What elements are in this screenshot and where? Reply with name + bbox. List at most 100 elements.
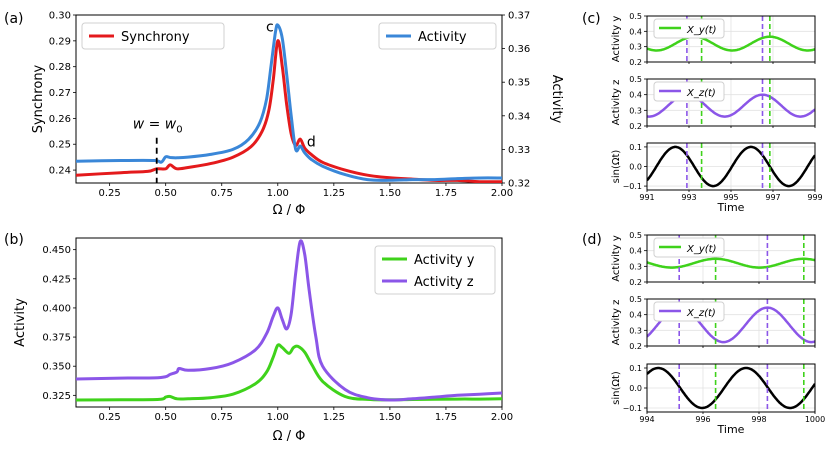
panel-label-b: (b)	[4, 232, 24, 248]
signal-curve-0	[647, 35, 815, 52]
y-tick-label: 0.29	[49, 36, 71, 47]
subplot-y-label: Activity z	[611, 80, 622, 126]
series-synchrony-line	[76, 39, 502, 183]
x-tick-label: 997	[765, 193, 780, 202]
y2-tick-label: 0.37	[508, 11, 530, 22]
x-tick-label: 0.75	[211, 188, 233, 199]
y-tick-label: 0.325	[42, 391, 71, 402]
legend-label-activity: Activity	[418, 30, 467, 45]
series-activity-z-line	[76, 239, 502, 402]
y-tick-label: 0.2	[629, 122, 642, 131]
x-tick-label: 998	[751, 415, 766, 424]
y2-axis-label: Activity	[549, 75, 564, 124]
y-tick-label: 0.30	[49, 11, 71, 22]
y-tick-label: 0.4	[629, 27, 642, 36]
legend-label: X_y(t)	[686, 244, 717, 255]
y-tick-label: 0.450	[42, 245, 71, 256]
annotation-w-subscript: 0	[176, 125, 182, 136]
series-activity-line	[76, 23, 502, 182]
y-tick-label: 0.5	[629, 231, 642, 240]
x-axis-label: Ω / Φ	[273, 203, 306, 218]
annotation-w-text: w = w	[133, 117, 177, 133]
y-tick-label: 0.350	[42, 362, 71, 373]
y-tick-label: 0.375	[42, 333, 71, 344]
subplot-frame	[646, 298, 816, 347]
panel-label-d: (d)	[582, 232, 602, 248]
y-tick-label: 0.28	[49, 62, 71, 73]
y2-tick-label: 0.34	[508, 111, 530, 122]
y-tick-label: 0.3	[629, 106, 642, 115]
x-tick-label: 993	[681, 193, 696, 202]
x-tick-label: 1.25	[323, 412, 345, 423]
x-tick-label: 999	[807, 193, 822, 202]
x-tick-label: 996	[695, 415, 710, 424]
x-tick-label: 991	[639, 193, 654, 202]
panel-b-frame	[75, 237, 503, 408]
subplot-frame	[646, 234, 816, 283]
x-tick-label: 0.50	[155, 412, 177, 423]
annotation-d: d	[307, 135, 316, 151]
series-activity-y-line	[76, 343, 502, 402]
y-tick-label: 0.4	[629, 247, 642, 256]
x-tick-label: 1.75	[435, 188, 457, 199]
y-axis-label: Activity	[13, 298, 28, 347]
legend-label: X_y(t)	[686, 25, 717, 36]
legend-box	[653, 237, 725, 258]
x-axis-label: Time	[717, 201, 745, 214]
x-tick-label: 1.50	[379, 188, 401, 199]
y-tick-label: 0.0	[629, 384, 642, 393]
y2-tick-label: 0.36	[508, 44, 530, 55]
legend-label-activity-y: Activity y	[414, 253, 475, 268]
legend-label: X_z(t)	[686, 308, 716, 319]
y-tick-label: 0.0	[629, 163, 642, 172]
y-tick-label: 0.3	[629, 262, 642, 271]
x-axis-label: Time	[717, 423, 745, 436]
annotation-w-equals-w0: w = w0	[133, 117, 183, 136]
x-tick-label: 0.50	[155, 188, 177, 199]
x-tick-label: 0.75	[211, 412, 233, 423]
signal-curve-0	[647, 257, 815, 269]
x-tick-label: 2.00	[491, 188, 513, 199]
y-tick-label: 0.5	[629, 75, 642, 84]
y-tick-label: −0.1	[623, 404, 642, 413]
legend-label-synchrony: Synchrony	[121, 30, 190, 45]
legend-box-right	[378, 22, 497, 50]
x-tick-label: 0.25	[98, 412, 120, 423]
y-tick-label: −0.1	[623, 182, 642, 191]
panel-label-a: (a)	[4, 11, 24, 27]
legend-box-left	[81, 22, 225, 50]
subplot-y-label: Activity y	[611, 235, 622, 282]
subplot-y-label: Activity z	[611, 300, 622, 346]
subplot-y-label: Activity y	[611, 16, 622, 63]
y2-tick-label: 0.35	[508, 78, 530, 89]
y-tick-label: 0.3	[629, 326, 642, 335]
x-tick-label: 0.25	[98, 188, 120, 199]
subplot-y-label: sin(Ωt)	[611, 150, 622, 184]
legend-box	[653, 81, 725, 102]
x-tick-label: 994	[639, 415, 654, 424]
y-tick-label: 0.5	[629, 12, 642, 21]
y2-tick-label: 0.33	[508, 145, 530, 156]
x-tick-label: 995	[723, 193, 738, 202]
x-tick-label: 1.00	[267, 188, 289, 199]
subplot-y-label: sin(Ωt)	[611, 371, 622, 405]
legend-label-activity-z: Activity z	[414, 275, 474, 290]
panel-a-frame	[75, 14, 503, 184]
y2-tick-label: 0.32	[508, 179, 530, 190]
x-tick-label: 1.75	[435, 412, 457, 423]
y-tick-label: 0.1	[629, 364, 642, 373]
y-tick-label: 0.2	[629, 342, 642, 351]
y-tick-label: 0.25	[49, 140, 71, 151]
y-tick-label: 0.2	[629, 58, 642, 67]
y-axis-label: Synchrony	[31, 64, 46, 133]
y-tick-label: 0.2	[629, 278, 642, 287]
x-tick-label: 1.50	[379, 412, 401, 423]
x-tick-label: 1.00	[267, 412, 289, 423]
y-tick-label: 0.24	[49, 166, 71, 177]
y-tick-label: 0.4	[629, 311, 642, 320]
y-tick-label: 0.425	[42, 274, 71, 285]
legend-box	[653, 18, 725, 39]
panel-label-c: (c)	[582, 11, 601, 27]
annotation-c: c	[266, 19, 274, 35]
